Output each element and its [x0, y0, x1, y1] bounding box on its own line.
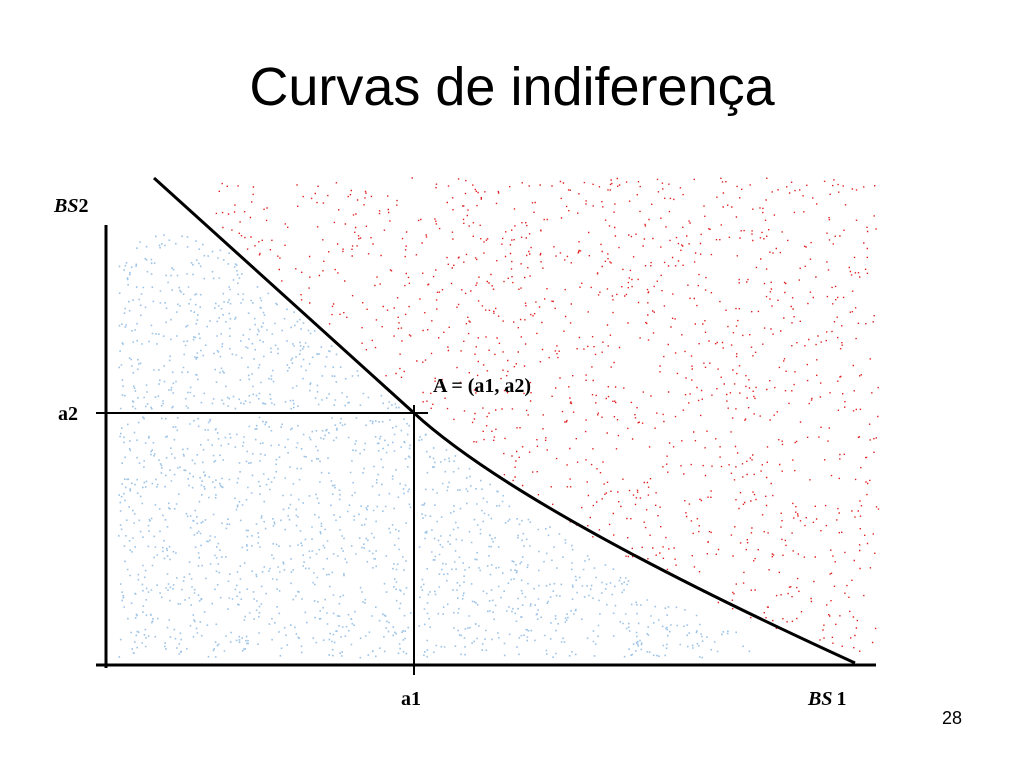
x-tick-label-a1: a1 — [401, 688, 421, 710]
above-curve-dot-cloud — [215, 177, 880, 652]
below-curve-dot-cloud — [118, 234, 751, 659]
slide-title: Curvas de indiferença — [249, 57, 775, 117]
above-curve-dots — [215, 177, 880, 652]
below-curve-dots — [118, 234, 751, 659]
indifference-curve — [152, 176, 856, 665]
y-tick-label-a2: a2 — [58, 403, 78, 425]
y-axis-label: BS2 — [53, 195, 88, 217]
x-axis-label: BS 1 — [807, 688, 846, 710]
page-number: 28 — [941, 708, 962, 728]
point-a-label: A = (a1, a2) — [433, 375, 531, 397]
